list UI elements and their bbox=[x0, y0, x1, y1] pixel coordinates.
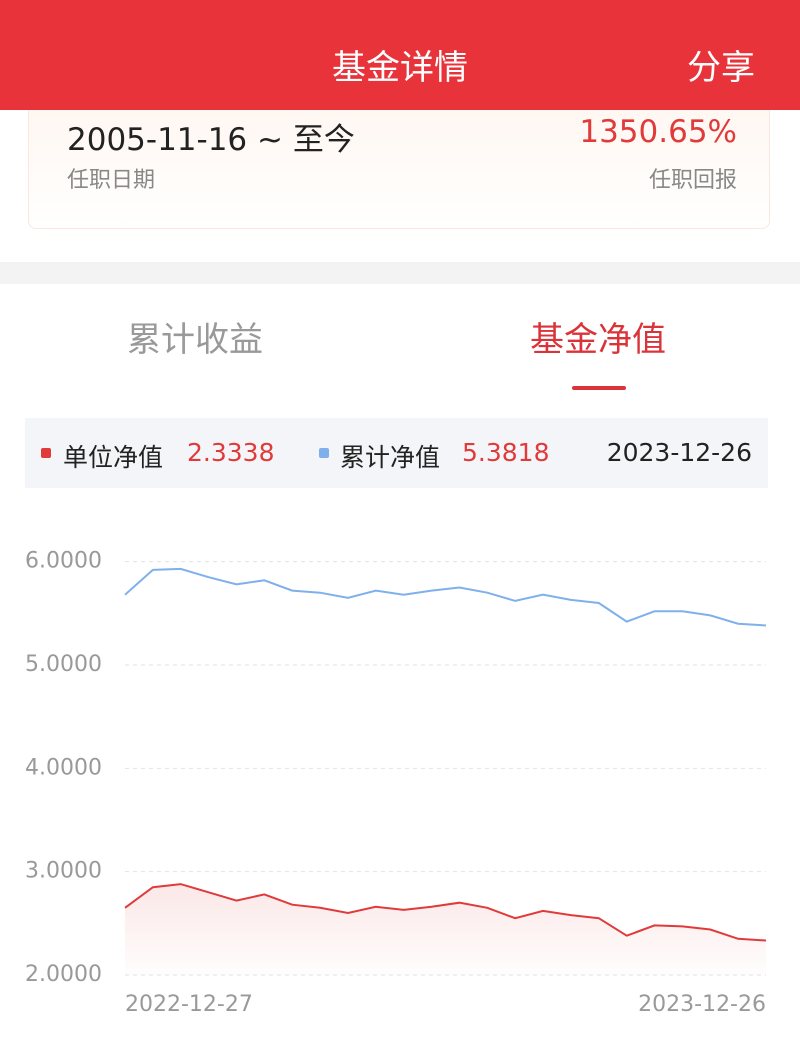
area-fill bbox=[125, 884, 766, 975]
y-tick-label: 2.0000 bbox=[25, 962, 102, 987]
tenure-card: 2005-11-16 ~ 至今 任职日期 1350.65% 任职回报 bbox=[28, 110, 770, 229]
tenure-period-label: 任职日期 bbox=[67, 168, 156, 193]
separator bbox=[0, 262, 800, 284]
legend-swatch bbox=[41, 448, 51, 458]
x-tick-label: 2022-12-27 bbox=[125, 992, 253, 1017]
header-title: 基金详情 bbox=[332, 48, 468, 88]
tab-indicator bbox=[572, 386, 626, 390]
tenure-return: 1350.65% bbox=[579, 114, 737, 150]
tenure-return-label: 任职回报 bbox=[648, 168, 737, 193]
y-tick-label: 5.0000 bbox=[25, 652, 102, 677]
header: 基金详情 分享 bbox=[0, 0, 800, 110]
series-line bbox=[124, 883, 767, 942]
y-tick-label: 3.0000 bbox=[25, 859, 102, 884]
tab-active[interactable]: 基金净值 bbox=[530, 320, 666, 360]
x-tick-label: 2023-12-26 bbox=[638, 992, 766, 1017]
share-button[interactable]: 分享 bbox=[687, 48, 755, 88]
legend-value: 2.3338 bbox=[187, 438, 275, 467]
legend-bar: 单位净值 2.3338 累计净值 5.3818 2023-12-26 bbox=[25, 418, 768, 488]
tenure-period: 2005-11-16 ~ 至今 bbox=[67, 122, 355, 158]
legend-name: 累计净值 bbox=[340, 443, 441, 472]
y-tick-label: 4.0000 bbox=[25, 755, 102, 780]
legend-name: 单位净值 bbox=[63, 443, 164, 472]
legend-swatch bbox=[319, 448, 329, 458]
y-tick-label: 6.0000 bbox=[25, 549, 102, 574]
legend-value: 5.3818 bbox=[462, 438, 550, 467]
tab[interactable]: 累计收益 bbox=[127, 320, 263, 360]
series-line bbox=[124, 567, 767, 627]
legend-date: 2023-12-26 bbox=[606, 438, 752, 467]
